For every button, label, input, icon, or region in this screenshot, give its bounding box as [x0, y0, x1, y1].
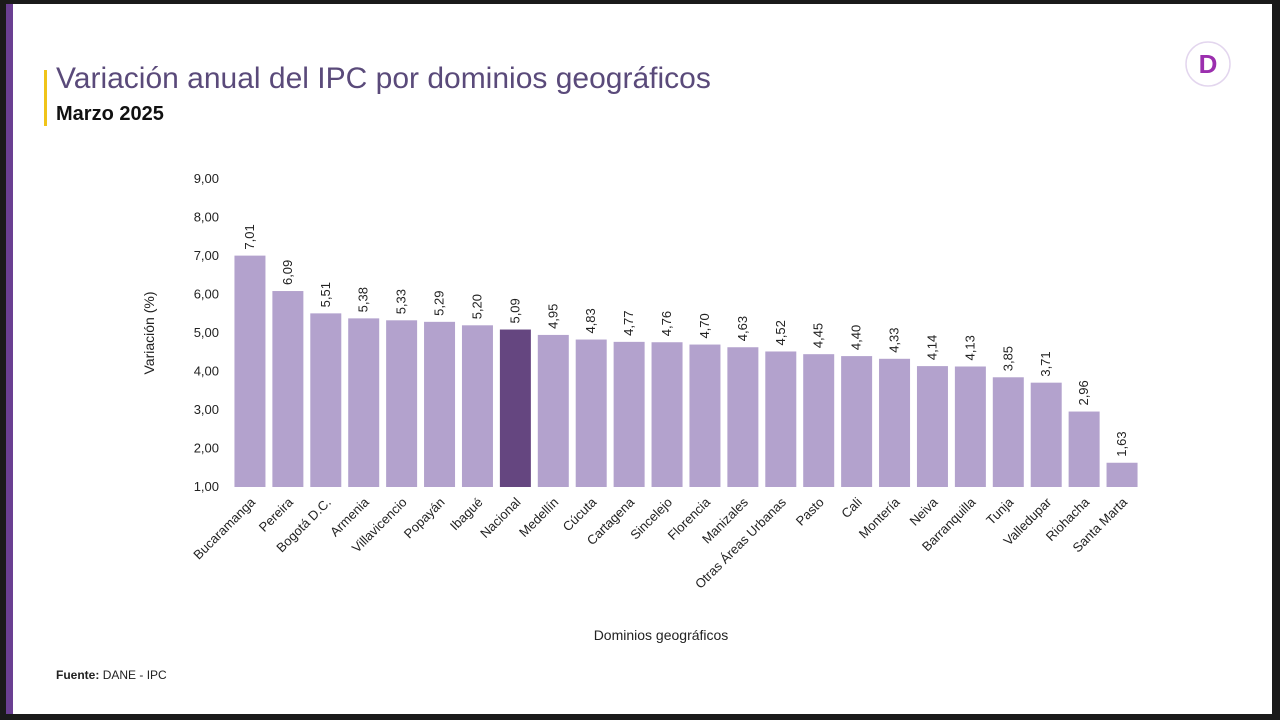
- bar: [651, 342, 683, 487]
- category-label: Pasto: [793, 495, 827, 529]
- bar: [272, 291, 304, 487]
- bar: [765, 351, 797, 487]
- bar-chart: 1,00 2,00 3,00 4,00 5,00 6,00 7,00 8,00 9,00 Vari…: [141, 171, 1138, 643]
- data-label: 5,38: [356, 287, 371, 312]
- data-label: 4,33: [887, 327, 902, 352]
- bar: [1106, 462, 1138, 487]
- bar: [424, 321, 456, 487]
- data-label: 4,14: [924, 335, 939, 360]
- bar: [879, 358, 911, 487]
- y-tick-label: 6,00: [194, 287, 219, 302]
- left-accent-stripe: [6, 4, 13, 714]
- bar: [348, 318, 380, 487]
- chart-subtitle: Marzo 2025: [56, 103, 164, 125]
- source-note: Fuente: DANE - IPC: [56, 668, 167, 682]
- source-label: Fuente:: [56, 668, 100, 682]
- source-text: DANE - IPC: [102, 668, 167, 682]
- data-label: 3,71: [1038, 351, 1053, 376]
- bar: [613, 341, 645, 487]
- bar: [461, 325, 493, 487]
- data-label: 4,45: [811, 323, 826, 348]
- y-tick-label: 9,00: [194, 171, 219, 186]
- bar: [992, 377, 1024, 487]
- bar: [727, 347, 759, 487]
- bar: [499, 329, 531, 487]
- data-label: 1,63: [1114, 431, 1129, 456]
- y-tick-label: 5,00: [194, 325, 219, 340]
- y-tick-label: 7,00: [194, 248, 219, 263]
- data-label: 4,63: [735, 316, 750, 341]
- bar: [916, 366, 948, 487]
- bar: [310, 313, 342, 487]
- data-label: 4,95: [545, 304, 560, 329]
- bar: [537, 334, 569, 487]
- data-label: 4,70: [697, 313, 712, 338]
- logo-letter: D: [1199, 49, 1218, 79]
- data-label: 5,51: [318, 282, 333, 307]
- data-label: 7,01: [242, 224, 257, 249]
- bar: [803, 354, 835, 487]
- slide: Variación anual del IPC por dominios geo…: [6, 4, 1272, 714]
- bar: [386, 320, 418, 487]
- data-label: 6,09: [280, 260, 295, 285]
- dane-d-logo-icon: D: [1185, 41, 1231, 87]
- y-tick-label: 8,00: [194, 210, 219, 225]
- chart-title: Variación anual del IPC por dominios geo…: [56, 62, 711, 95]
- data-label: 4,52: [773, 320, 788, 345]
- bar: [234, 255, 266, 487]
- bar: [1030, 382, 1062, 487]
- y-tick-label: 4,00: [194, 364, 219, 379]
- y-axis-label: Variación (%): [141, 292, 157, 375]
- data-label: 4,40: [849, 325, 864, 350]
- y-tick-label: 3,00: [194, 402, 219, 417]
- bar: [841, 356, 873, 487]
- y-tick-label: 2,00: [194, 441, 219, 456]
- data-label: 5,09: [507, 298, 522, 323]
- data-label: 4,76: [659, 311, 674, 336]
- bar: [575, 339, 607, 487]
- category-label: Cali: [838, 494, 865, 521]
- category-label: Bucaramanga: [190, 494, 258, 562]
- data-label: 5,29: [432, 291, 447, 316]
- category-label: Montería: [856, 494, 903, 541]
- data-label: 2,96: [1076, 380, 1091, 405]
- bar: [954, 366, 986, 487]
- data-label: 3,85: [1000, 346, 1015, 371]
- category-label: Tunja: [983, 494, 1017, 528]
- data-label: 5,33: [394, 289, 409, 314]
- data-label: 5,20: [469, 294, 484, 319]
- category-label: Neiva: [906, 494, 941, 529]
- category-label: Popayán: [401, 495, 448, 542]
- bar: [1068, 411, 1100, 487]
- data-label: 4,13: [962, 335, 977, 360]
- y-tick-label: 1,00: [194, 479, 219, 494]
- x-axis-label: Dominios geográficos: [594, 627, 729, 643]
- title-accent-bar: [44, 70, 47, 126]
- data-label: 4,77: [621, 311, 636, 336]
- category-label: Medellín: [516, 495, 561, 540]
- data-label: 4,83: [583, 308, 598, 333]
- category-label: Nacional: [477, 494, 523, 540]
- bar: [689, 344, 721, 487]
